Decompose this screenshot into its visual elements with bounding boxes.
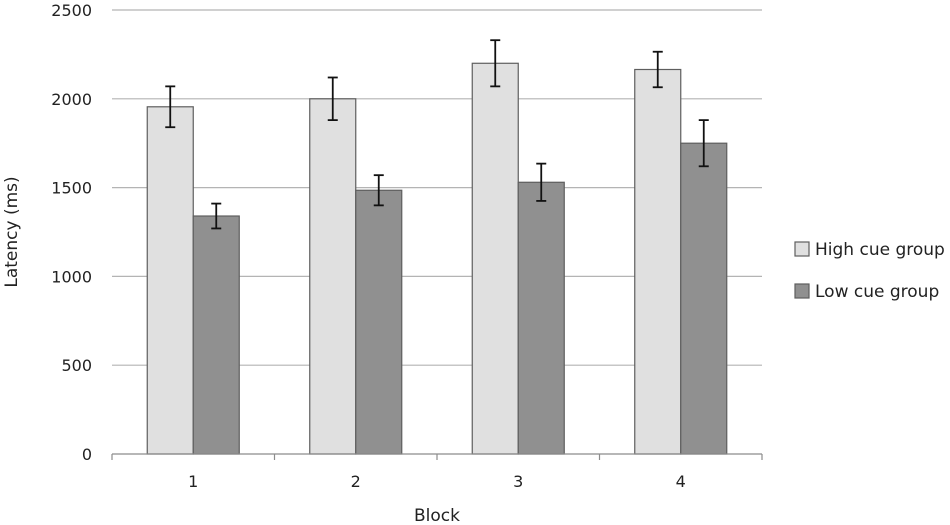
axes: [111, 453, 763, 460]
legend-label: Low cue group: [815, 282, 939, 302]
bar-high-cue: [471, 62, 519, 455]
y-tick-label: 0: [82, 445, 92, 464]
bar-low-cue: [192, 215, 240, 455]
x-tick-label: 2: [351, 472, 361, 491]
bar-low-cue: [517, 181, 565, 455]
legend-swatch: [794, 241, 810, 257]
x-axis-title: Block: [414, 506, 460, 525]
tick-labels: 0 500 1000 1500 2000 2500 1 2 3 4: [51, 1, 686, 491]
legend-label: High cue group: [815, 240, 945, 260]
y-tick-label: 1500: [51, 179, 92, 198]
x-tick-label: 1: [188, 472, 198, 491]
legend: High cue group Low cue group: [794, 240, 945, 302]
y-tick-label: 1000: [51, 267, 92, 286]
x-tick-label: 3: [513, 472, 523, 491]
y-tick-label: 2500: [51, 1, 92, 20]
legend-swatch: [794, 283, 810, 299]
bars: [146, 62, 728, 455]
bar-low-cue: [680, 142, 728, 455]
bar-high-cue: [634, 68, 682, 455]
bar-high-cue: [309, 98, 357, 455]
y-axis-title: Latency (ms): [2, 176, 22, 287]
bar-high-cue: [146, 106, 194, 455]
error-bars: [165, 39, 709, 230]
x-tick-label: 4: [676, 472, 686, 491]
bar-low-cue: [355, 189, 403, 455]
y-tick-label: 2000: [51, 90, 92, 109]
y-tick-label: 500: [61, 356, 92, 375]
